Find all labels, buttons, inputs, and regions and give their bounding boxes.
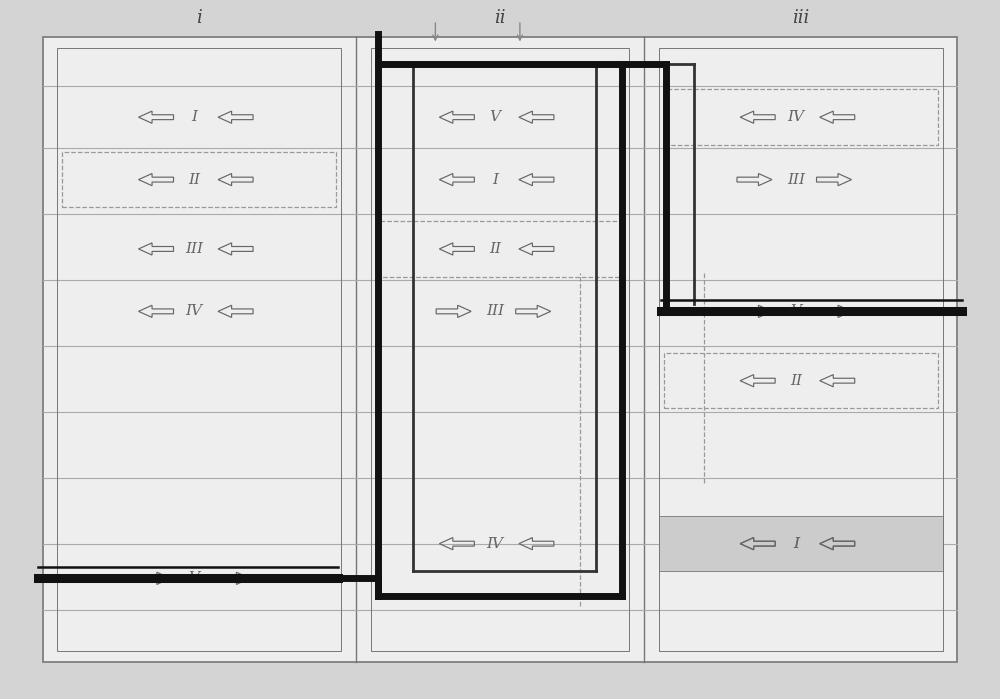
Text: V: V	[490, 110, 501, 124]
Text: I: I	[492, 173, 498, 187]
Text: III: III	[486, 304, 504, 318]
Text: I: I	[191, 110, 197, 124]
Text: ii: ii	[494, 9, 506, 27]
Text: II: II	[790, 374, 802, 388]
Text: IV: IV	[186, 304, 203, 318]
Text: II: II	[489, 242, 501, 256]
Bar	[57, 48, 341, 651]
Text: I: I	[793, 537, 799, 551]
Text: IV: IV	[487, 537, 504, 551]
Text: III: III	[787, 173, 805, 187]
Bar	[659, 48, 943, 651]
Text: iii: iii	[792, 9, 809, 27]
Bar	[659, 516, 943, 571]
Bar	[371, 48, 629, 651]
Text: II: II	[188, 173, 200, 187]
Text: IV: IV	[787, 110, 804, 124]
Text: V: V	[790, 304, 801, 318]
Bar	[43, 38, 957, 661]
Text: V: V	[189, 571, 200, 585]
Text: I: I	[793, 537, 799, 551]
Text: III: III	[185, 242, 203, 256]
Text: i: i	[196, 9, 202, 27]
